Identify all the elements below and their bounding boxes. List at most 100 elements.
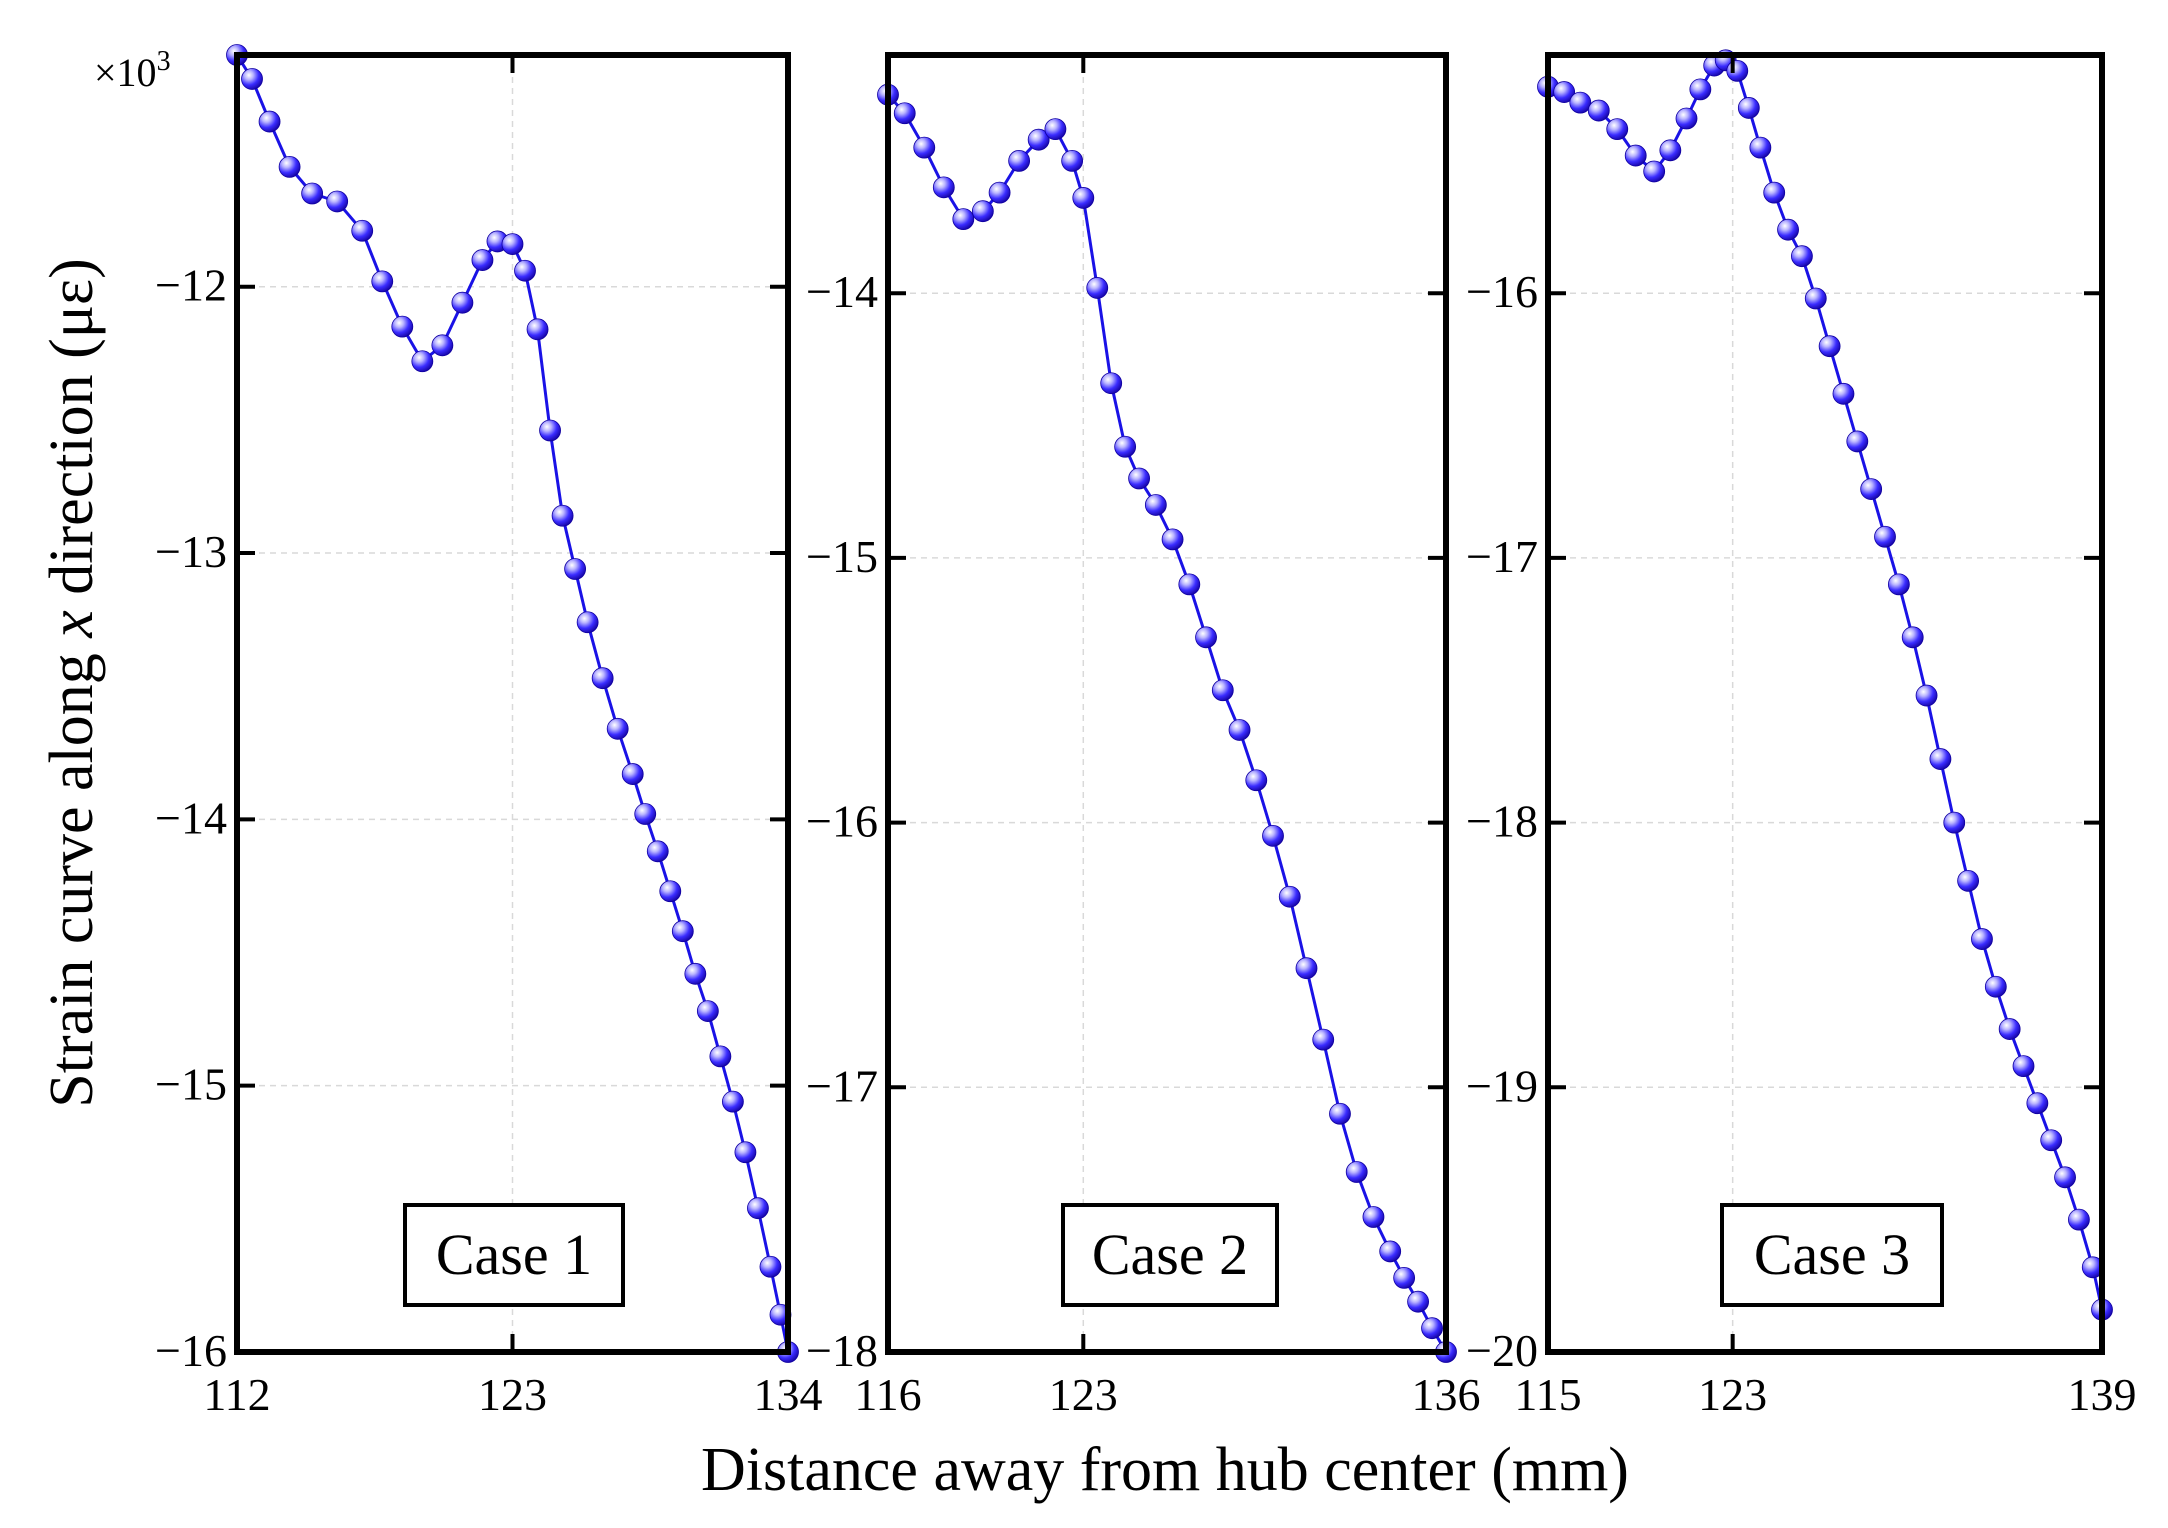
data-point xyxy=(671,920,694,943)
data-point xyxy=(952,208,975,231)
data-point xyxy=(932,176,955,199)
data-point xyxy=(1624,144,1647,167)
data-point xyxy=(551,504,574,527)
x-tick-label: 139 xyxy=(2068,1369,2137,1420)
data-point xyxy=(971,200,994,223)
data-point xyxy=(646,840,669,863)
data-point xyxy=(1832,382,1855,405)
x-tick-label: 115 xyxy=(1514,1369,1581,1420)
data-point xyxy=(913,136,936,159)
x-tick-label: 116 xyxy=(854,1369,921,1420)
data-point xyxy=(471,249,494,271)
data-point xyxy=(1329,1102,1351,1125)
data-point xyxy=(2054,1166,2076,1189)
data-point xyxy=(1689,78,1712,101)
data-point xyxy=(411,350,434,373)
data-point xyxy=(1998,1018,2021,1040)
y-tick-label: −18 xyxy=(806,1325,878,1376)
data-point xyxy=(1553,81,1576,103)
data-point xyxy=(1675,107,1698,130)
data-point xyxy=(451,291,474,314)
x-tick-label: 134 xyxy=(754,1369,823,1420)
data-point xyxy=(1211,679,1234,702)
data-point xyxy=(2012,1055,2035,1078)
data-point xyxy=(696,1000,719,1023)
data-point xyxy=(1161,528,1184,551)
data-point xyxy=(709,1045,732,1068)
data-point xyxy=(1737,97,1760,119)
data-point xyxy=(1407,1290,1429,1313)
y-tick-label: −17 xyxy=(1466,531,1538,582)
data-point xyxy=(2026,1092,2049,1115)
data-point xyxy=(734,1141,757,1164)
data-point xyxy=(1957,869,1980,892)
data-point xyxy=(1044,118,1067,141)
y-tick-label: −19 xyxy=(1466,1060,1538,1111)
data-point xyxy=(1929,748,1952,770)
plot-frame xyxy=(885,52,1449,1355)
y-tick-label: −20 xyxy=(1466,1325,1538,1376)
data-point xyxy=(576,611,599,634)
data-point xyxy=(893,102,916,125)
y-multiplier-label: ×103 xyxy=(94,46,171,95)
case-label: Case 2 xyxy=(1092,1222,1248,1287)
data-point xyxy=(1008,149,1031,172)
y-axis-title: Strain curve along x direction (με) xyxy=(38,258,106,1108)
plot-frame xyxy=(1545,52,2105,1355)
data-point xyxy=(278,155,301,178)
panel-case-3: −20 −19 −18 −17 −16 115 123 139 Case 3 xyxy=(1466,49,2137,1420)
data-point xyxy=(1971,928,1993,950)
case-label-box xyxy=(1061,1203,1279,1307)
y-tick-label: −16 xyxy=(155,1325,227,1376)
case-label: Case 3 xyxy=(1754,1222,1910,1287)
data-point xyxy=(659,880,682,903)
panel-case-2: −18 −17 −16 −15 −14 116 123 136 Case 2 xyxy=(806,52,1481,1420)
data-point xyxy=(1846,430,1869,453)
y-tick-label: −18 xyxy=(1466,796,1538,847)
series-line xyxy=(1547,58,2104,1310)
data-point xyxy=(2040,1129,2063,1152)
x-axis-title: Distance away from hub center (mm) xyxy=(701,1436,1629,1504)
y-tick-label: −16 xyxy=(1466,266,1538,317)
data-point xyxy=(1393,1266,1416,1289)
data-point xyxy=(1362,1206,1385,1228)
data-point xyxy=(747,1197,769,1220)
data-point xyxy=(1027,128,1050,151)
data-point xyxy=(684,962,707,985)
data-point xyxy=(1295,957,1318,980)
y-tick-label: −17 xyxy=(806,1060,878,1111)
data-point xyxy=(1791,245,1813,268)
data-point xyxy=(1100,372,1123,395)
data-point xyxy=(1144,494,1167,516)
y-tick-label: −15 xyxy=(806,531,878,582)
data-point xyxy=(1421,1317,1443,1340)
data-point xyxy=(1128,467,1150,490)
panel-case-1: −16 −15 −14 −13 −12 112 123 134 Case 1 xyxy=(155,44,823,1420)
data-point xyxy=(621,763,644,785)
data-point xyxy=(1984,975,2007,998)
data-point xyxy=(564,558,587,580)
x-tick-label: 123 xyxy=(1698,1369,1767,1420)
data-point xyxy=(326,190,349,213)
data-point xyxy=(1943,811,1966,834)
data-point xyxy=(1262,824,1284,847)
data-point xyxy=(591,667,614,690)
data-point xyxy=(1587,99,1610,122)
data-point xyxy=(1763,181,1786,204)
data-point xyxy=(391,315,414,338)
y-tick-label: −12 xyxy=(155,260,227,311)
data-point xyxy=(1195,626,1217,649)
data-point xyxy=(1228,719,1251,741)
data-point xyxy=(1915,684,1938,707)
data-point xyxy=(1874,525,1896,548)
data-point xyxy=(241,68,263,90)
y-tick-label: −15 xyxy=(155,1059,227,1110)
data-point xyxy=(722,1090,744,1113)
data-point xyxy=(1726,59,1749,82)
x-tick-label: 112 xyxy=(203,1369,270,1420)
data-point xyxy=(371,270,394,293)
data-point xyxy=(1086,277,1109,299)
data-point xyxy=(539,419,561,442)
data-point xyxy=(634,803,657,825)
